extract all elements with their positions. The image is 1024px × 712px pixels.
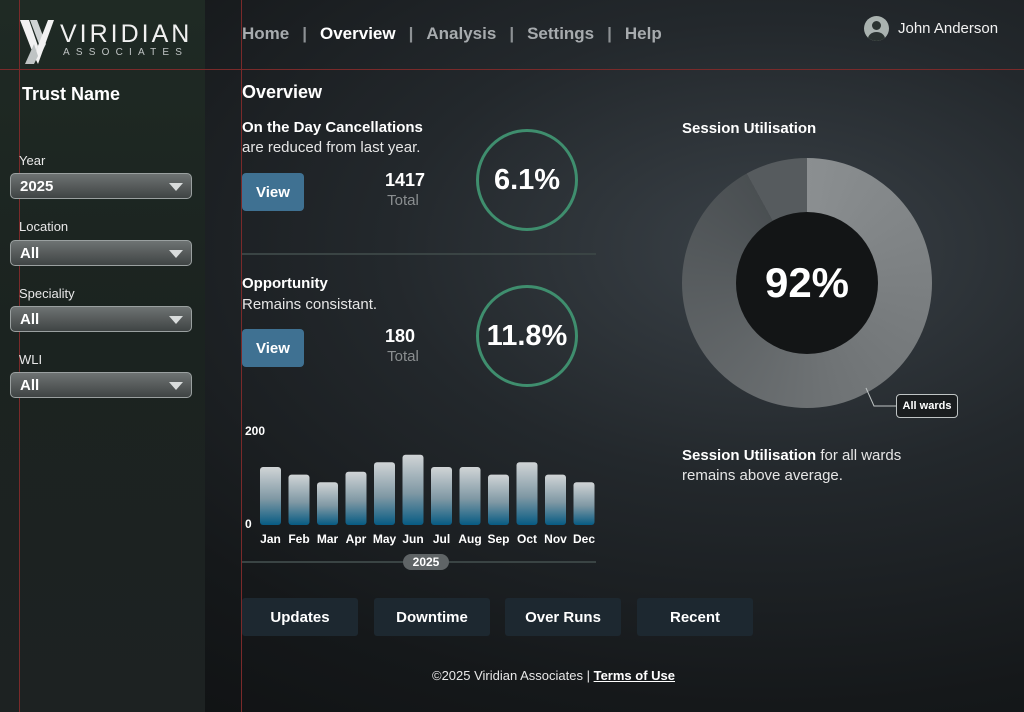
view-cancellations-button[interactable]: View (242, 173, 304, 211)
all-wards-callout[interactable]: All wards (896, 394, 958, 418)
card-subtitle-cancellations: are reduced from last year. (242, 139, 421, 156)
over-runs-button[interactable]: Over Runs (505, 598, 621, 636)
x-tick-label: Jul (433, 532, 450, 546)
x-tick-label: Aug (458, 532, 481, 546)
bar-chart-svg: 200 0 Jan Feb Mar Apr May Jun Jul Aug Sep Oct Nov Dec (245, 424, 595, 546)
session-desc-bold: Session Utilisation (682, 447, 817, 464)
x-tick-label: Nov (544, 532, 567, 546)
bar-dec[interactable] (573, 482, 595, 525)
session-utilisation-title: Session Utilisation (682, 120, 817, 137)
monthly-bar-chart: 200 0 Jan Feb Mar Apr May Jun Jul Aug Sep Oct Nov Dec (242, 420, 598, 570)
footer-copyright: ©2025 Viridian Associates | (432, 668, 594, 683)
brand-subtitle: ASSOCIATES (63, 47, 189, 58)
y-tick-label: 200 (245, 424, 265, 438)
nav-help[interactable]: Help (624, 24, 662, 43)
x-tick-label: Jun (402, 532, 423, 546)
terms-of-use-link[interactable]: Terms of Use (593, 668, 675, 683)
view-opportunity-button[interactable]: View (242, 329, 304, 367)
top-nav: Home | Overview | Analysis | Settings | … (242, 24, 662, 44)
nav-settings[interactable]: Settings (527, 24, 595, 43)
viridian-logo-icon (20, 20, 54, 64)
chevron-down-icon (169, 183, 183, 191)
card-title-cancellations: On the Day Cancellations (242, 119, 423, 136)
bar-jun[interactable] (402, 454, 424, 525)
footer: ©2025 Viridian Associates | Terms of Use (432, 668, 675, 683)
session-desc-rest: for all wards remains above average. (682, 447, 902, 484)
x-tick-label: Feb (288, 532, 309, 546)
filter-label-year: Year (19, 153, 46, 168)
chart-year-badge: 2025 (403, 554, 449, 570)
nav-separator: | (607, 24, 612, 43)
cancellations-percent-ring: 6.1% (476, 129, 578, 231)
x-tick-label: Sep (487, 532, 509, 546)
guide-line-horizontal (0, 69, 1024, 70)
divider (242, 253, 596, 255)
filter-label-location: Location (19, 219, 69, 234)
x-tick-label: Apr (346, 532, 367, 546)
brand-name: VIRIDIAN (60, 20, 193, 48)
nav-separator: | (408, 24, 414, 43)
guide-line-vertical-left (19, 0, 20, 712)
opportunity-total-value: 180 (384, 326, 416, 346)
recent-button[interactable]: Recent (637, 598, 753, 636)
bar-jul[interactable] (431, 467, 452, 525)
year-select-value: 2025 (20, 178, 54, 195)
wli-select-value: All (20, 377, 40, 394)
filter-label-speciality: Speciality (19, 286, 75, 301)
user-avatar-icon (864, 16, 889, 41)
bar-mar[interactable] (317, 482, 338, 525)
x-tick-label: Dec (573, 532, 595, 546)
opportunity-total-label: Total (387, 348, 419, 365)
bar-jan[interactable] (260, 467, 281, 525)
chevron-down-icon (169, 250, 183, 258)
sidebar (0, 0, 205, 712)
guide-line-vertical-content (241, 0, 242, 712)
bar-feb[interactable] (288, 474, 310, 525)
nav-overview[interactable]: Overview (320, 24, 396, 43)
nav-separator: | (509, 24, 515, 43)
opportunity-percent-ring: 11.8% (476, 285, 578, 387)
nav-home[interactable]: Home (242, 24, 290, 43)
y-tick-label: 0 (245, 517, 252, 531)
downtime-button[interactable]: Downtime (374, 598, 490, 636)
chevron-down-icon (169, 316, 183, 324)
x-tick-label: Mar (317, 532, 339, 546)
x-tick-label: May (373, 532, 397, 546)
location-select-value: All (20, 245, 40, 262)
speciality-select-value: All (20, 311, 40, 328)
filter-label-wli: WLI (19, 352, 43, 367)
session-utilisation-description: Session Utilisation for all wards remain… (682, 446, 942, 486)
updates-button[interactable]: Updates (242, 598, 358, 636)
location-select[interactable]: All (10, 240, 192, 266)
bar-nov[interactable] (545, 474, 566, 525)
session-utilisation-percent: 92% (736, 212, 878, 354)
cancellations-total-value: 1417 (384, 170, 426, 190)
x-tick-label: Jan (260, 532, 281, 546)
nav-separator: | (302, 24, 307, 43)
card-title-opportunity: Opportunity (242, 275, 328, 292)
bar-sep[interactable] (488, 474, 509, 525)
x-tick-label: Oct (517, 532, 537, 546)
bar-apr[interactable] (345, 471, 367, 525)
brand-logo[interactable]: VIRIDIAN ASSOCIATES (20, 16, 190, 68)
user-name: John Anderson (898, 20, 999, 37)
trust-name-heading: Trust Name (22, 84, 121, 104)
cancellations-total-label: Total (387, 192, 419, 209)
chevron-down-icon (169, 382, 183, 390)
bar-may[interactable] (374, 462, 395, 525)
bar-aug[interactable] (459, 467, 481, 525)
user-menu[interactable]: John Anderson (864, 16, 998, 41)
card-subtitle-opportunity: Remains consistant. (242, 296, 378, 313)
year-select[interactable]: 2025 (10, 173, 192, 199)
page-title: Overview (242, 82, 323, 102)
wli-select[interactable]: All (10, 372, 192, 398)
nav-analysis[interactable]: Analysis (426, 24, 497, 43)
bar-oct[interactable] (516, 462, 538, 525)
callout-connector (865, 387, 896, 407)
speciality-select[interactable]: All (10, 306, 192, 332)
